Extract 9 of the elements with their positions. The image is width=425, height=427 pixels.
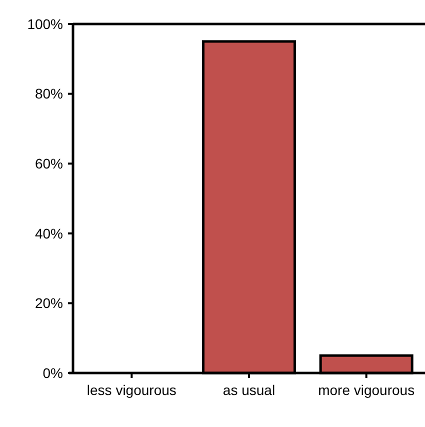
y-tick-label: 40% — [34, 225, 63, 242]
y-tick-label: 20% — [34, 295, 63, 312]
x-tick-label: as usual — [222, 382, 276, 398]
x-tick-label: more vigourous — [318, 382, 415, 398]
y-tick-label: 0% — [42, 364, 63, 381]
y-tick-label: 80% — [34, 86, 63, 102]
y-tick-label: 100% — [27, 16, 63, 32]
y-tick-label: 60% — [34, 156, 63, 172]
x-tick-label: less vigourous — [86, 382, 176, 398]
